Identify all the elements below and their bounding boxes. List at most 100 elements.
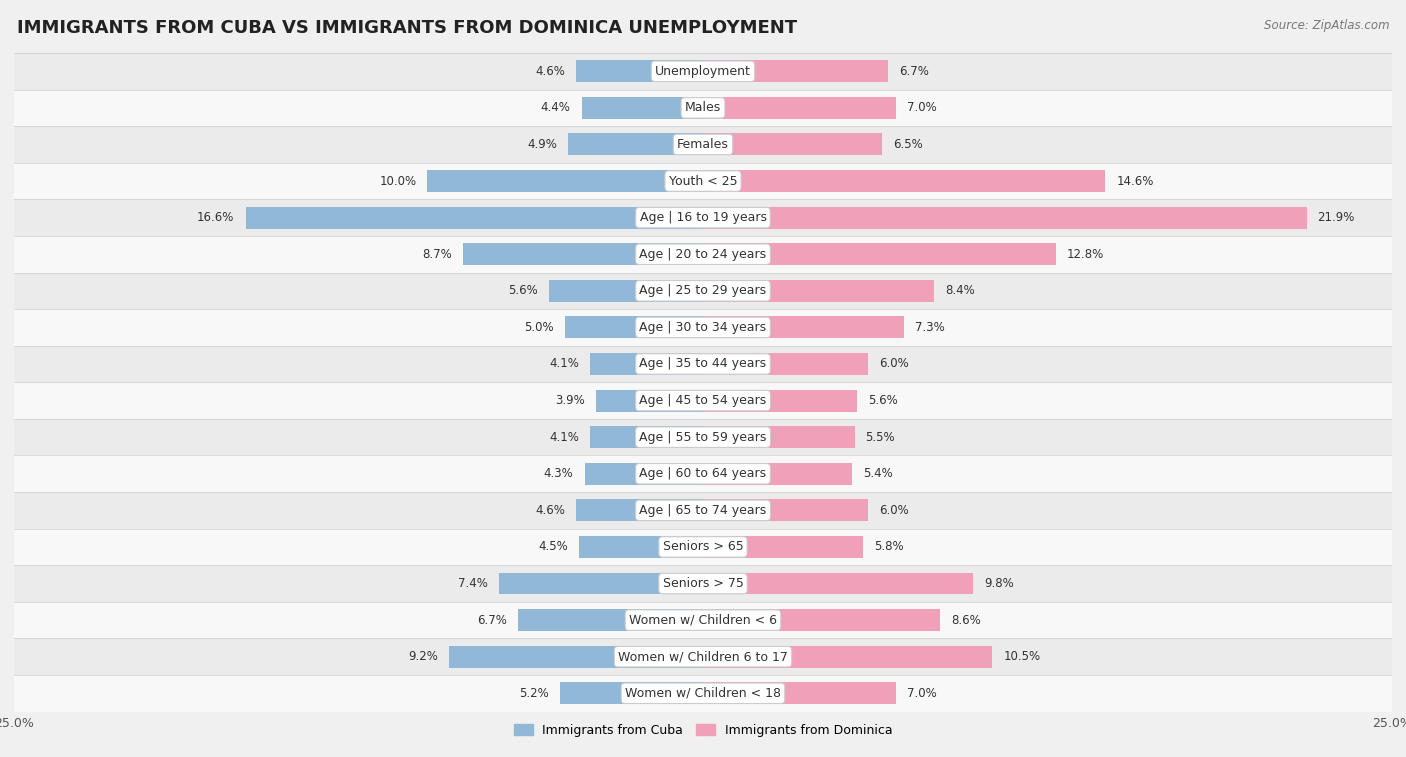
Bar xyxy=(14,346,1392,382)
Bar xyxy=(703,500,869,522)
Text: Age | 65 to 74 years: Age | 65 to 74 years xyxy=(640,504,766,517)
Bar xyxy=(548,280,703,302)
Text: Source: ZipAtlas.com: Source: ZipAtlas.com xyxy=(1264,19,1389,32)
Text: 12.8%: 12.8% xyxy=(1067,248,1104,260)
Text: 7.3%: 7.3% xyxy=(915,321,945,334)
Text: 21.9%: 21.9% xyxy=(1317,211,1355,224)
Bar xyxy=(703,682,896,704)
Text: 8.6%: 8.6% xyxy=(950,614,981,627)
Text: 10.5%: 10.5% xyxy=(1004,650,1040,663)
Text: IMMIGRANTS FROM CUBA VS IMMIGRANTS FROM DOMINICA UNEMPLOYMENT: IMMIGRANTS FROM CUBA VS IMMIGRANTS FROM … xyxy=(17,19,797,37)
Text: 7.4%: 7.4% xyxy=(458,577,488,590)
Bar xyxy=(703,97,896,119)
Text: Age | 16 to 19 years: Age | 16 to 19 years xyxy=(640,211,766,224)
Bar xyxy=(703,170,1105,192)
Bar xyxy=(499,572,703,594)
Bar xyxy=(14,53,1392,89)
Bar xyxy=(427,170,703,192)
Bar xyxy=(582,97,703,119)
Text: Age | 20 to 24 years: Age | 20 to 24 years xyxy=(640,248,766,260)
Text: 6.5%: 6.5% xyxy=(893,138,922,151)
Bar xyxy=(14,273,1392,309)
Text: 8.4%: 8.4% xyxy=(945,285,976,298)
Text: 9.8%: 9.8% xyxy=(984,577,1014,590)
Text: 6.7%: 6.7% xyxy=(898,65,928,78)
Text: Seniors > 65: Seniors > 65 xyxy=(662,540,744,553)
Text: Age | 60 to 64 years: Age | 60 to 64 years xyxy=(640,467,766,480)
Bar xyxy=(246,207,703,229)
Bar xyxy=(568,133,703,155)
Bar xyxy=(703,390,858,412)
Text: 10.0%: 10.0% xyxy=(380,175,416,188)
Bar xyxy=(703,133,882,155)
Bar xyxy=(703,646,993,668)
Bar xyxy=(14,456,1392,492)
Bar xyxy=(703,316,904,338)
Text: 4.6%: 4.6% xyxy=(536,504,565,517)
Text: 5.8%: 5.8% xyxy=(875,540,904,553)
Text: Age | 55 to 59 years: Age | 55 to 59 years xyxy=(640,431,766,444)
Bar xyxy=(560,682,703,704)
Bar xyxy=(576,61,703,83)
Text: 6.0%: 6.0% xyxy=(879,357,910,370)
Text: Age | 35 to 44 years: Age | 35 to 44 years xyxy=(640,357,766,370)
Text: 8.7%: 8.7% xyxy=(422,248,453,260)
Bar xyxy=(14,638,1392,675)
Legend: Immigrants from Cuba, Immigrants from Dominica: Immigrants from Cuba, Immigrants from Do… xyxy=(509,718,897,742)
Bar xyxy=(14,528,1392,565)
Bar xyxy=(703,572,973,594)
Bar xyxy=(14,309,1392,346)
Bar xyxy=(579,536,703,558)
Text: 14.6%: 14.6% xyxy=(1116,175,1154,188)
Bar xyxy=(703,61,887,83)
Text: 5.5%: 5.5% xyxy=(866,431,896,444)
Bar xyxy=(703,243,1056,265)
Text: Women w/ Children < 18: Women w/ Children < 18 xyxy=(626,687,780,699)
Text: Males: Males xyxy=(685,101,721,114)
Bar xyxy=(14,89,1392,126)
Bar xyxy=(585,463,703,484)
Bar xyxy=(703,353,869,375)
Bar xyxy=(703,207,1306,229)
Bar xyxy=(450,646,703,668)
Text: 6.7%: 6.7% xyxy=(478,614,508,627)
Text: Youth < 25: Youth < 25 xyxy=(669,175,737,188)
Bar xyxy=(14,382,1392,419)
Text: 16.6%: 16.6% xyxy=(197,211,235,224)
Text: Seniors > 75: Seniors > 75 xyxy=(662,577,744,590)
Bar xyxy=(703,280,935,302)
Text: 7.0%: 7.0% xyxy=(907,687,936,699)
Text: 4.1%: 4.1% xyxy=(550,431,579,444)
Bar xyxy=(14,492,1392,528)
Bar xyxy=(591,353,703,375)
Text: Females: Females xyxy=(678,138,728,151)
Bar xyxy=(703,609,941,631)
Text: 5.6%: 5.6% xyxy=(869,394,898,407)
Bar xyxy=(576,500,703,522)
Text: 4.3%: 4.3% xyxy=(544,467,574,480)
Bar xyxy=(14,236,1392,273)
Bar xyxy=(14,602,1392,638)
Bar xyxy=(463,243,703,265)
Text: Unemployment: Unemployment xyxy=(655,65,751,78)
Bar xyxy=(14,199,1392,236)
Bar xyxy=(14,565,1392,602)
Bar xyxy=(703,536,863,558)
Bar xyxy=(565,316,703,338)
Text: Age | 30 to 34 years: Age | 30 to 34 years xyxy=(640,321,766,334)
Text: 5.2%: 5.2% xyxy=(519,687,548,699)
Text: Women w/ Children < 6: Women w/ Children < 6 xyxy=(628,614,778,627)
Text: 5.6%: 5.6% xyxy=(508,285,537,298)
Text: 4.4%: 4.4% xyxy=(541,101,571,114)
Text: Age | 45 to 54 years: Age | 45 to 54 years xyxy=(640,394,766,407)
Bar xyxy=(14,419,1392,456)
Text: Women w/ Children 6 to 17: Women w/ Children 6 to 17 xyxy=(619,650,787,663)
Text: 5.0%: 5.0% xyxy=(524,321,554,334)
Text: 4.9%: 4.9% xyxy=(527,138,557,151)
Bar xyxy=(519,609,703,631)
Text: 4.5%: 4.5% xyxy=(538,540,568,553)
Bar xyxy=(14,163,1392,199)
Bar xyxy=(14,126,1392,163)
Text: 9.2%: 9.2% xyxy=(409,650,439,663)
Text: 5.4%: 5.4% xyxy=(863,467,893,480)
